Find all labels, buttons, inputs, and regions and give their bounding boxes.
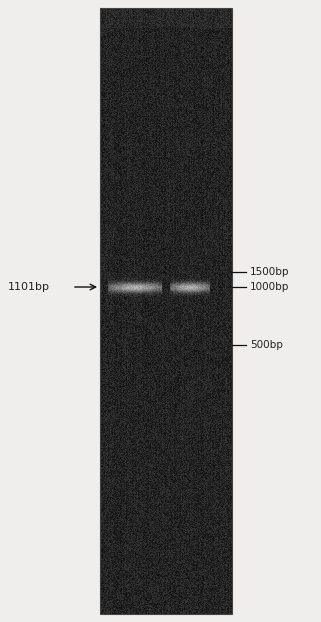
Text: 1101bp: 1101bp (8, 282, 50, 292)
Bar (100, 8, 232, 614)
Text: 1000bp: 1000bp (250, 282, 289, 292)
Text: 500bp: 500bp (250, 340, 283, 350)
Text: 1500bp: 1500bp (250, 267, 290, 277)
